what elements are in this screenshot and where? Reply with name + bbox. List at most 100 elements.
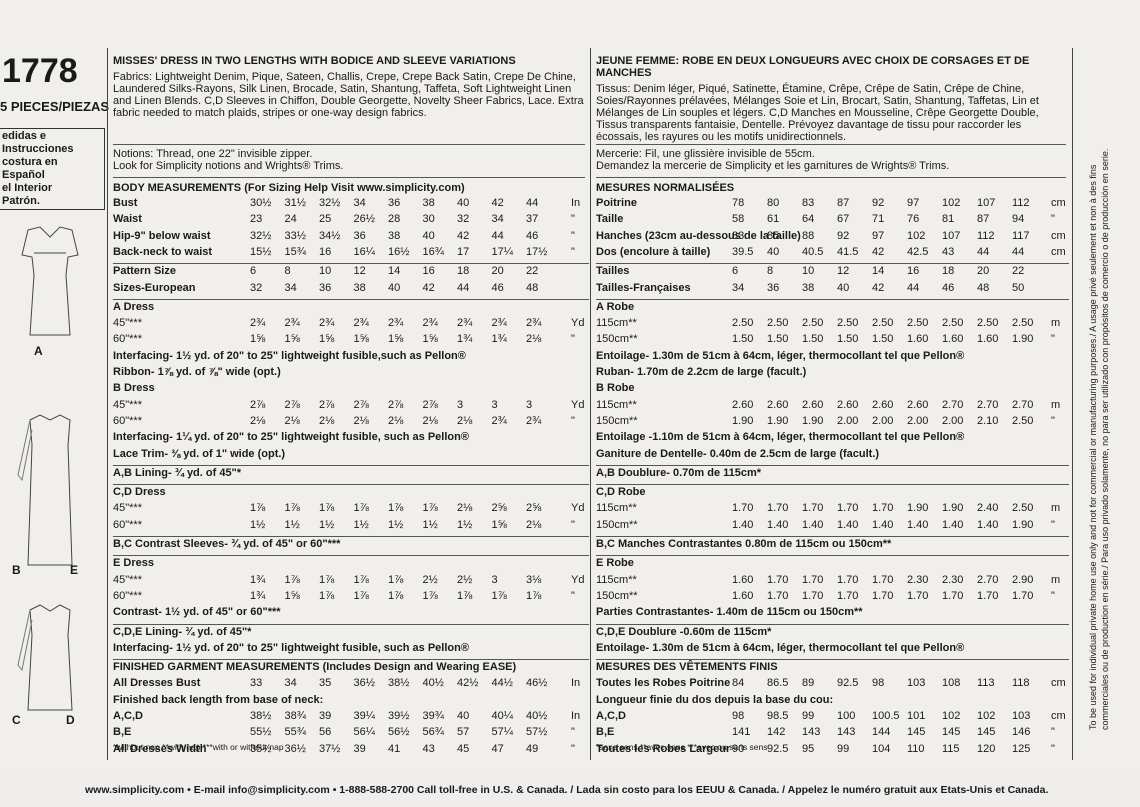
- table-cell: 8: [284, 265, 291, 278]
- table-cell: 1.90: [767, 414, 789, 427]
- table-cell: 2.70: [977, 398, 999, 411]
- table-cell: 1½: [457, 518, 473, 531]
- table-cell: 1.70: [977, 589, 999, 602]
- table-cell: 43: [422, 742, 435, 755]
- table-cell: 30: [422, 213, 435, 226]
- rule: [596, 536, 1069, 537]
- table-row-label: A,C,D: [113, 710, 143, 722]
- spanish-line: costura en Español: [2, 156, 58, 181]
- table-cell: 1.90: [732, 414, 754, 427]
- table-cell: 2.50: [1012, 502, 1034, 515]
- table-cell: 108: [942, 677, 961, 690]
- table-cell: 32½: [250, 229, 272, 242]
- table-cell: 48: [526, 281, 539, 294]
- table-cell: 1⅞: [388, 573, 404, 586]
- table-row-label: Hanches (23cm au-dessous de la taille): [596, 229, 801, 242]
- table-cell: 39¼: [353, 710, 375, 722]
- usage-note-line: commerciales ou de production en série./…: [1100, 148, 1110, 730]
- table-row-label: Entoilage- 1.30m de 51cm à 64cm, léger, …: [596, 349, 965, 362]
- table-cell: 1.70: [837, 589, 859, 602]
- table-cell: 120: [977, 742, 996, 755]
- rule: [113, 623, 589, 625]
- table-row-label: Bust: [113, 197, 138, 209]
- table-cell: 1.40: [802, 518, 824, 531]
- table-cell: 56¼: [353, 726, 375, 739]
- table-cell: 36: [388, 197, 401, 209]
- table-row-label: 45"***: [113, 317, 142, 330]
- table-cell: 99: [802, 710, 815, 722]
- table-cell: 30½: [250, 197, 272, 209]
- table-row-label: Toutes les Robes Largeur: [596, 742, 731, 755]
- table-cell: 1⅝: [284, 333, 300, 346]
- table-unit: Yd: [571, 573, 585, 586]
- table-cell: 1.60: [907, 333, 929, 346]
- table-cell: 1⅞: [353, 502, 369, 515]
- table-cell: 1⅞: [284, 502, 300, 515]
- table-cell: 1.40: [767, 518, 789, 531]
- table-cell: 83: [802, 197, 815, 209]
- table-row-label: Entoilage -1.10m de 51cm à 64cm, léger, …: [596, 431, 965, 444]
- table-cell: 31½: [284, 197, 306, 209]
- notions-line: Demandez la mercerie de Simplicity et le…: [596, 160, 950, 172]
- table-row-label: 115cm**: [596, 317, 637, 330]
- table-cell: 1.70: [1012, 589, 1034, 602]
- table-cell: 2⅛: [457, 502, 473, 515]
- table-cell: 39½: [388, 710, 410, 722]
- table-row-label: 150cm**: [596, 333, 638, 346]
- table-cell: 35: [319, 677, 332, 690]
- figure-label-a: A: [34, 344, 43, 358]
- table-cell: 2.60: [837, 398, 859, 411]
- table-cell: 1⅞: [388, 589, 404, 602]
- table-unit: cm: [1051, 710, 1066, 722]
- table-row-label: Ganiture de Dentelle- 0.40m de 2.5cm de …: [596, 447, 880, 460]
- table-row-label: 115cm**: [596, 573, 637, 586]
- table-cell: 1⅞: [319, 573, 335, 586]
- table-cell: 1.70: [837, 502, 859, 515]
- rule: [596, 144, 1066, 145]
- table-cell: 38: [802, 281, 815, 294]
- table-cell: 1⅝: [422, 333, 438, 346]
- table-row-label: Entoilage- 1.30m de 51cm à 64cm, léger, …: [596, 641, 965, 654]
- table-row-label: All Dresses Width: [113, 742, 207, 755]
- table-cell: 112: [977, 229, 995, 242]
- table-unit: ": [571, 245, 575, 258]
- rule: [113, 484, 589, 486]
- table-cell: 104: [872, 742, 891, 755]
- table-cell: 44: [1012, 245, 1025, 258]
- table-cell: 38½: [250, 710, 272, 722]
- table-cell: 46: [526, 229, 539, 242]
- table-cell: 1.70: [872, 573, 894, 586]
- table-cell: 1.50: [802, 333, 824, 346]
- table-unit: ": [571, 414, 575, 427]
- table-cell: 17¼: [491, 245, 513, 258]
- table-cell: 3: [457, 398, 464, 411]
- table-row-label: Poitrine: [596, 197, 637, 209]
- table-cell: 92: [837, 229, 850, 242]
- table-cell: 2⅛: [353, 414, 369, 427]
- table-cell: 1.70: [802, 589, 824, 602]
- table-cell: 39¾: [422, 710, 444, 722]
- table-row-label: E Robe: [596, 557, 634, 570]
- table-cell: 36½: [353, 677, 375, 690]
- table-cell: 1.50: [872, 333, 894, 346]
- table-cell: 98: [872, 677, 885, 690]
- table-cell: 2¾: [526, 414, 542, 427]
- table-cell: 2.60: [907, 398, 929, 411]
- table-cell: 1⅝: [250, 333, 266, 346]
- table-cell: 2⅛: [526, 518, 542, 531]
- table-cell: 40½: [526, 710, 548, 722]
- table-cell: 1⅞: [284, 573, 300, 586]
- table-cell: 2.30: [942, 573, 964, 586]
- table-row-label: Tailles-Françaises: [596, 281, 691, 294]
- table-cell: 102: [942, 710, 961, 722]
- table-cell: 15½: [250, 245, 272, 258]
- table-cell: 2⅞: [422, 398, 438, 411]
- table-cell: 2.50: [872, 317, 894, 330]
- rule: [113, 298, 589, 300]
- table-cell: 2.50: [802, 317, 824, 330]
- table-unit: ": [571, 726, 575, 739]
- table-row-label: 150cm**: [596, 414, 638, 427]
- table-cell: 1⅞: [250, 502, 266, 515]
- table-cell: 2⅛: [250, 414, 266, 427]
- table-cell: 1⅝: [319, 333, 335, 346]
